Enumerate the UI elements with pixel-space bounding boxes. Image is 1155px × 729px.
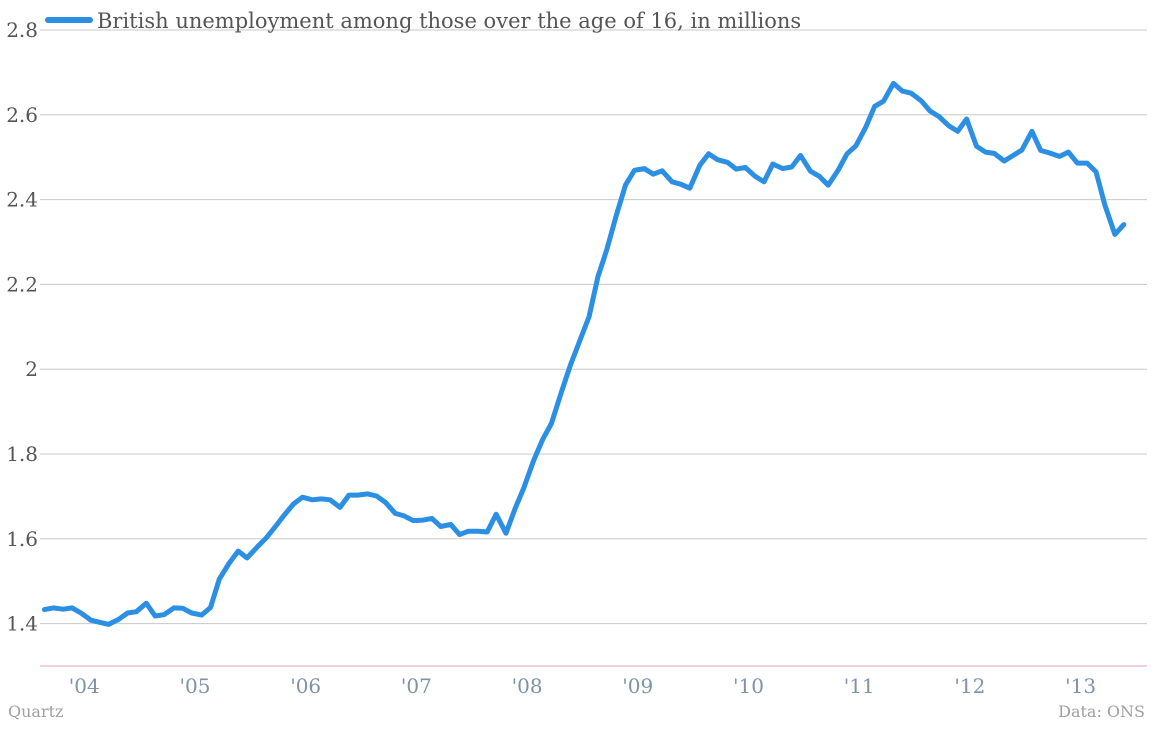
x-tick-label: '07: [401, 674, 432, 698]
data-source: Data: ONS: [1058, 702, 1145, 721]
legend-label: British unemployment among those over th…: [97, 9, 801, 33]
x-tick-label: '11: [844, 674, 875, 698]
y-axis-tick-labels: 1.4 1.6 1.8 2 2.2 2.4 2.6 2.8: [6, 18, 38, 636]
y-tick-label: 2.2: [6, 272, 38, 296]
x-tick-label: '09: [622, 674, 653, 698]
y-tick-label: 1.8: [6, 442, 38, 466]
y-tick-label: 2.4: [6, 188, 38, 212]
x-tick-label: '08: [512, 674, 543, 698]
y-tick-label: 2.8: [6, 18, 38, 42]
x-tick-label: '12: [954, 674, 985, 698]
series-line-unemployment: [41, 80, 1127, 627]
x-tick-label: '10: [733, 674, 764, 698]
x-tick-label: '06: [290, 674, 321, 698]
gridlines: [40, 29, 1147, 625]
y-tick-label: 2: [25, 357, 38, 381]
x-tick-label: '13: [1065, 674, 1096, 698]
y-tick-label: 1.6: [6, 527, 38, 551]
x-tick-label: '05: [180, 674, 211, 698]
x-tick-label: '04: [69, 674, 100, 698]
source-credit: Quartz: [8, 702, 64, 721]
y-tick-label: 1.4: [6, 612, 38, 636]
x-axis-tick-labels: '04 '05 '06 '07 '08 '09 '10 '11 '12 '13: [69, 674, 1096, 698]
legend: British unemployment among those over th…: [45, 9, 801, 33]
y-tick-label: 2.6: [6, 103, 38, 127]
